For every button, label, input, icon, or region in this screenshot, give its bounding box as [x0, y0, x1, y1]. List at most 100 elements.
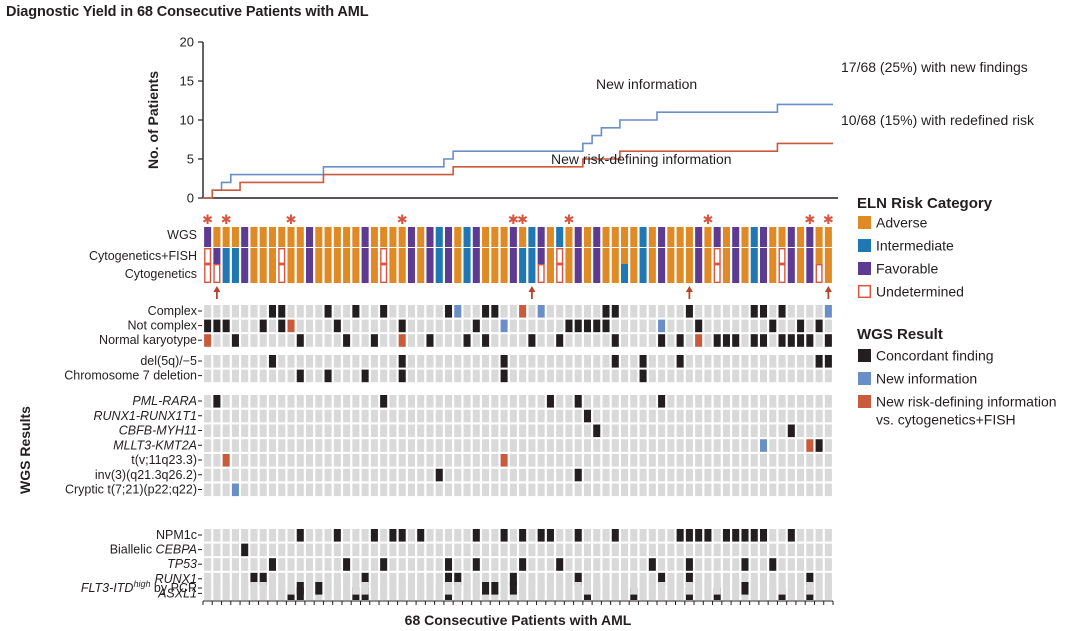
wgs-cell-empty — [639, 319, 647, 333]
wgs-cell-empty — [482, 454, 490, 467]
wgs-cell-finding — [806, 334, 814, 347]
wgs-cell-empty — [463, 369, 471, 383]
wgs-cell-empty — [389, 582, 397, 595]
wgs-cell-empty — [528, 468, 536, 482]
wgs-cell-empty — [454, 454, 462, 467]
wgs-cell-empty — [380, 439, 388, 452]
wgs-cell-empty — [732, 483, 740, 497]
risk-cell-cyto-fish — [667, 248, 675, 264]
wgs-cell-empty — [380, 319, 388, 333]
wgs-cell-finding — [278, 305, 286, 318]
wgs-cell-empty — [278, 558, 286, 571]
wgs-cell-empty — [769, 572, 777, 586]
legend-wgs-label: Concordant finding — [876, 348, 994, 364]
wgs-cell-finding — [685, 572, 693, 586]
wgs-cell-empty — [417, 369, 425, 383]
wgs-cell-empty — [454, 483, 462, 497]
risk-cell-wgs — [241, 227, 249, 247]
wgs-cell-empty — [621, 395, 629, 408]
wgs-cell-empty — [797, 543, 805, 557]
wgs-cell-finding — [824, 355, 832, 368]
wgs-cell-empty — [491, 409, 499, 423]
wgs-cell-empty — [695, 369, 703, 383]
wgs-cell-empty — [241, 305, 249, 318]
wgs-results-axis-title: WGS Results — [17, 406, 33, 494]
wgs-cell-empty — [426, 439, 434, 452]
wgs-cell-empty — [611, 454, 619, 467]
wgs-cell-empty — [667, 424, 675, 438]
wgs-cell-empty — [611, 483, 619, 497]
wgs-cell-finding — [491, 305, 499, 318]
wgs-cell-empty — [509, 305, 517, 318]
wgs-cell-empty — [343, 355, 351, 368]
wgs-cell-empty — [509, 424, 517, 438]
wgs-cell-finding — [704, 529, 712, 542]
wgs-cell-empty — [333, 395, 341, 408]
wgs-cell-empty — [250, 582, 258, 595]
wgs-cell-empty — [806, 543, 814, 557]
wgs-cell-empty — [315, 424, 323, 438]
wgs-cell-empty — [704, 424, 712, 438]
wgs-cell-empty — [630, 439, 638, 452]
wgs-cell-empty — [621, 319, 629, 333]
wgs-cell-empty — [537, 334, 545, 347]
risk-cell-wgs — [787, 227, 795, 247]
wgs-cell-empty — [611, 369, 619, 383]
wgs-cell-empty — [361, 558, 369, 571]
wgs-cell-empty — [509, 334, 517, 347]
wgs-cell-empty — [324, 558, 332, 571]
wgs-cell-empty — [667, 558, 675, 571]
wgs-cell-empty — [296, 439, 304, 452]
wgs-cell-empty — [268, 543, 277, 557]
wgs-cell-empty — [630, 468, 638, 482]
wgs-cell-empty — [482, 409, 490, 423]
wgs-cell-empty — [797, 439, 805, 452]
wgs-cell-finding — [750, 305, 758, 318]
risk-cell-wgs — [621, 227, 629, 247]
wgs-cell-empty — [741, 454, 749, 467]
risk-cell-cyto-fish — [343, 248, 351, 264]
wgs-cell-empty — [268, 369, 277, 383]
wgs-cell-empty — [204, 409, 212, 423]
wgs-cell-empty — [278, 355, 286, 368]
wgs-cell-empty — [630, 334, 638, 347]
wgs-cell-empty — [250, 305, 258, 318]
wgs-cell-empty — [306, 439, 314, 452]
wgs-cell-empty — [204, 543, 212, 557]
wgs-cell-empty — [389, 572, 397, 586]
wgs-cell-empty — [444, 334, 453, 347]
wgs-cell-empty — [454, 582, 462, 595]
wgs-cell-empty — [278, 409, 286, 423]
wgs-cell-empty — [621, 305, 629, 318]
wgs-cell-empty — [444, 319, 453, 333]
wgs-cell-empty — [685, 439, 693, 452]
wgs-cell-empty — [583, 468, 592, 482]
wgs-cell-finding — [398, 334, 406, 347]
risk-row-label: WGS — [167, 228, 197, 242]
wgs-cell-empty — [630, 582, 638, 595]
wgs-cell-finding — [750, 529, 758, 542]
wgs-cell-empty — [824, 369, 832, 383]
wgs-cell-empty — [695, 439, 703, 452]
wgs-cell-empty — [361, 468, 369, 482]
wgs-cell-empty — [658, 468, 666, 482]
wgs-cell-empty — [750, 395, 758, 408]
wgs-cell-empty — [491, 424, 499, 438]
wgs-cell-empty — [407, 369, 415, 383]
wgs-row-label: RUNX1-RUNX1T1 — [94, 409, 198, 423]
risk-cell-cyto — [491, 264, 499, 283]
wgs-cell-empty — [509, 409, 517, 423]
wgs-cell-empty — [695, 424, 703, 438]
wgs-cell-empty — [519, 319, 527, 333]
wgs-cell-empty — [250, 424, 258, 438]
wgs-cell-empty — [435, 369, 443, 383]
wgs-cell-empty — [593, 543, 601, 557]
wgs-cell-empty — [306, 334, 314, 347]
wgs-cell-empty — [815, 483, 823, 497]
wgs-cell-empty — [648, 439, 656, 452]
wgs-cell-finding — [611, 334, 619, 347]
wgs-cell-empty — [435, 572, 443, 586]
wgs-cell-empty — [426, 319, 434, 333]
risk-cell-wgs — [352, 227, 360, 247]
wgs-cell-empty — [333, 355, 341, 368]
